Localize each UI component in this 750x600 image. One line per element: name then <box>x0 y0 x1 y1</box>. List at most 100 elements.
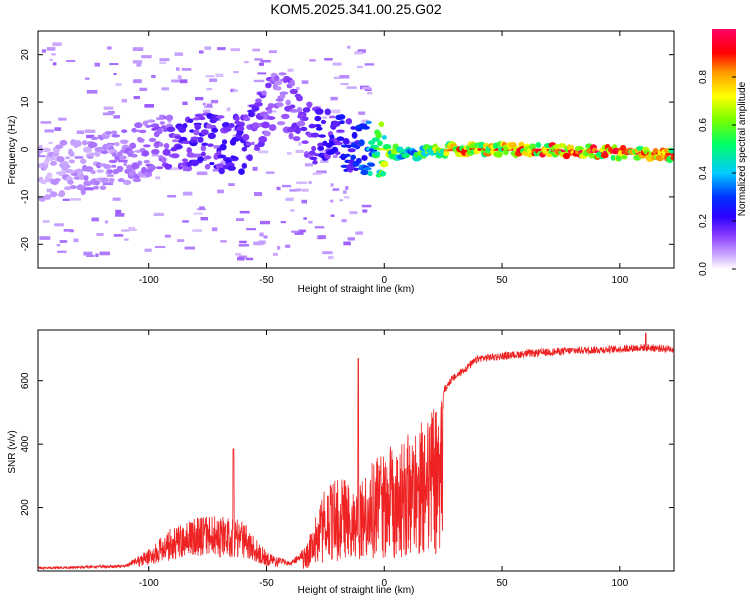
spectrogram-cell <box>279 91 289 95</box>
spectrogram-cell <box>62 164 71 169</box>
spectrogram-ytick-label: -10 <box>20 189 31 204</box>
spectrogram-noise-cell <box>200 217 209 221</box>
spectrogram-cell <box>567 144 575 151</box>
spectrogram-noise-cell <box>270 110 277 113</box>
spectrogram-cell <box>360 169 369 176</box>
spectrogram-cell <box>198 116 206 121</box>
spectrogram-cell <box>200 151 206 157</box>
spectrogram-noise-cell <box>304 163 314 167</box>
spectrogram-cell <box>46 172 53 179</box>
spectrogram-core-cell <box>511 148 514 151</box>
spectrogram-noise-cell <box>330 214 335 217</box>
spectrogram-cell <box>318 134 326 138</box>
spectrogram-cell <box>216 115 225 119</box>
spectrogram-noise-cell <box>133 96 141 100</box>
spectrogram-noise-cell <box>301 188 309 192</box>
spectrogram-cell <box>193 129 200 136</box>
spectrogram-noise-cell <box>347 237 355 241</box>
spectrogram-cell <box>141 150 150 157</box>
spectrogram-cell <box>145 124 152 128</box>
spectrogram-noise-cell <box>141 175 148 178</box>
spectrogram-noise-cell <box>59 240 68 243</box>
spectrogram-noise-cell <box>182 220 189 223</box>
spectrogram-cell <box>289 79 296 87</box>
spectrogram-noise-cell <box>317 235 326 240</box>
spectrogram-noise-cell <box>104 220 109 224</box>
spectrogram-cell <box>261 121 270 129</box>
spectrogram-cell <box>345 163 355 171</box>
spectrogram-cell <box>187 118 194 124</box>
spectrogram-noise-cell <box>344 196 350 199</box>
spectrogram-noise-cell <box>73 238 79 243</box>
spectrogram-noise-cell <box>86 89 98 94</box>
spectrogram-noise-cell <box>298 229 306 233</box>
spectrogram-cell <box>130 153 138 158</box>
spectrogram-core-cell <box>387 148 390 152</box>
spectrogram-noise-cell <box>355 231 364 235</box>
spectrogram-cell <box>669 148 674 154</box>
spectrogram-cell <box>371 137 380 142</box>
spectrogram-noise-cell <box>316 170 327 174</box>
spectrogram-xtick-label: -100 <box>139 275 159 286</box>
spectrogram-noise-cell <box>153 212 165 217</box>
spectrogram-noise-cell <box>343 241 351 246</box>
spectrogram-cell <box>117 151 123 156</box>
spectrogram-noise-cell <box>49 58 53 62</box>
spectrogram-noise-cell <box>238 244 250 247</box>
spectrogram-noise-cell <box>121 98 128 103</box>
spectrogram-noise-cell <box>263 235 268 239</box>
spectrogram-noise-cell <box>151 154 159 157</box>
spectrogram-cell <box>251 105 260 112</box>
spectrogram-cell <box>114 141 120 147</box>
spectrogram-noise-cell <box>52 62 57 66</box>
spectrogram-heatmap <box>38 42 674 261</box>
spectrogram-cell <box>67 179 74 185</box>
spectrogram-noise-cell <box>96 233 104 236</box>
spectrogram-noise-cell <box>339 199 344 202</box>
spectrogram-cell <box>171 139 179 143</box>
colorbar-tick-label: 0.0 <box>698 262 709 276</box>
spectrogram-cell <box>285 99 291 106</box>
spectrogram-cell <box>186 147 193 154</box>
spectrogram-cell <box>670 154 674 161</box>
snr-ytick-label: 400 <box>20 435 31 452</box>
spectrogram-noise-cell <box>174 52 184 56</box>
snr-ytick-label: 600 <box>20 372 31 389</box>
spectrogram-core-cell <box>596 150 599 154</box>
spectrogram-cell <box>289 88 298 95</box>
spectrogram-core-cell <box>501 148 504 151</box>
spectrogram-noise-cell <box>103 106 114 110</box>
colorbar-tick-label: 0.8 <box>698 70 709 84</box>
spectrogram-noise-cell <box>361 86 371 90</box>
snr-xtick-label: 0 <box>381 578 387 589</box>
spectrogram-noise-cell <box>133 79 142 84</box>
spectrogram-noise-cell <box>220 240 227 243</box>
spectrogram-cell <box>295 127 301 135</box>
spectrogram-cell <box>494 150 503 158</box>
spectrogram-noise-cell <box>333 155 338 158</box>
spectrogram-noise-cell <box>294 231 304 235</box>
spectrogram-cell <box>170 153 180 159</box>
spectrogram-cell <box>235 126 245 132</box>
spectrogram-cell <box>535 141 542 149</box>
spectrogram-core-cell <box>562 149 565 152</box>
spectrogram-core-cell <box>425 151 428 154</box>
spectrogram-noise-cell <box>111 164 117 168</box>
spectrogram-cell <box>129 142 137 149</box>
spectrogram-ytick-label: 0 <box>20 146 31 152</box>
spectrogram-noise-cell <box>287 68 294 72</box>
spectrogram-noise-cell <box>343 190 347 194</box>
spectrogram-noise-cell <box>162 115 168 120</box>
spectrogram-ytick-label: 20 <box>20 49 31 61</box>
spectrogram-core-cell <box>443 149 446 152</box>
spectrogram-noise-cell <box>102 112 114 116</box>
spectrogram-noise-cell <box>167 195 177 198</box>
spectrogram-noise-cell <box>367 92 373 95</box>
spectrogram-cell <box>64 168 74 174</box>
spectrogram-cell <box>311 145 317 152</box>
spectrogram-cell <box>146 119 156 123</box>
spectrogram-noise-cell <box>301 199 308 204</box>
spectrogram-core-cell <box>445 149 448 152</box>
spectrogram-noise-cell <box>235 252 242 256</box>
